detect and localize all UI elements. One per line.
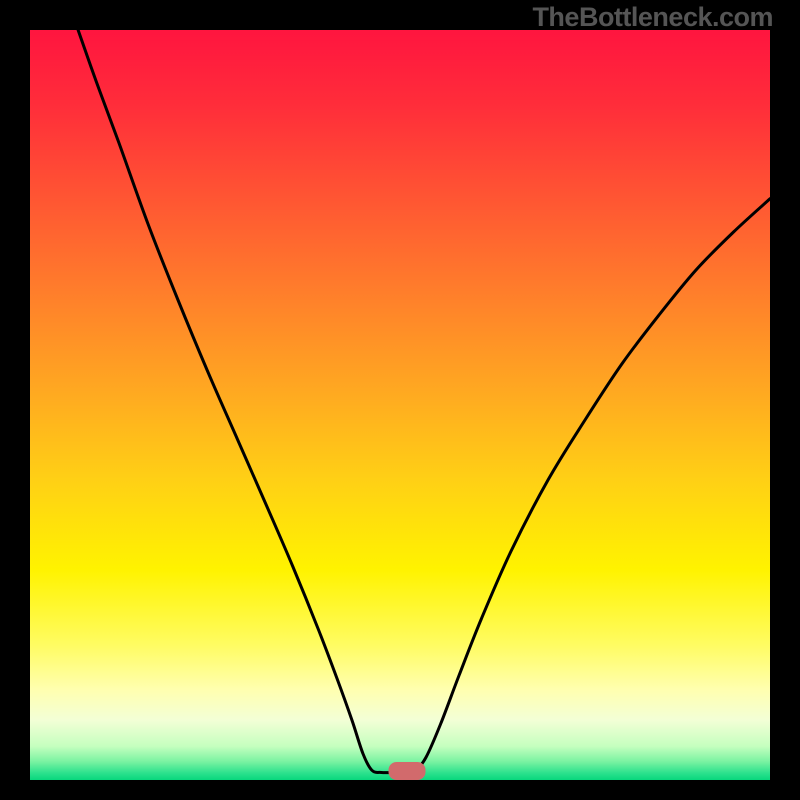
bottleneck-curve bbox=[30, 30, 770, 780]
watermark-text: TheBottleneck.com bbox=[532, 2, 773, 33]
optimum-marker bbox=[389, 762, 426, 780]
plot-area bbox=[30, 30, 770, 780]
